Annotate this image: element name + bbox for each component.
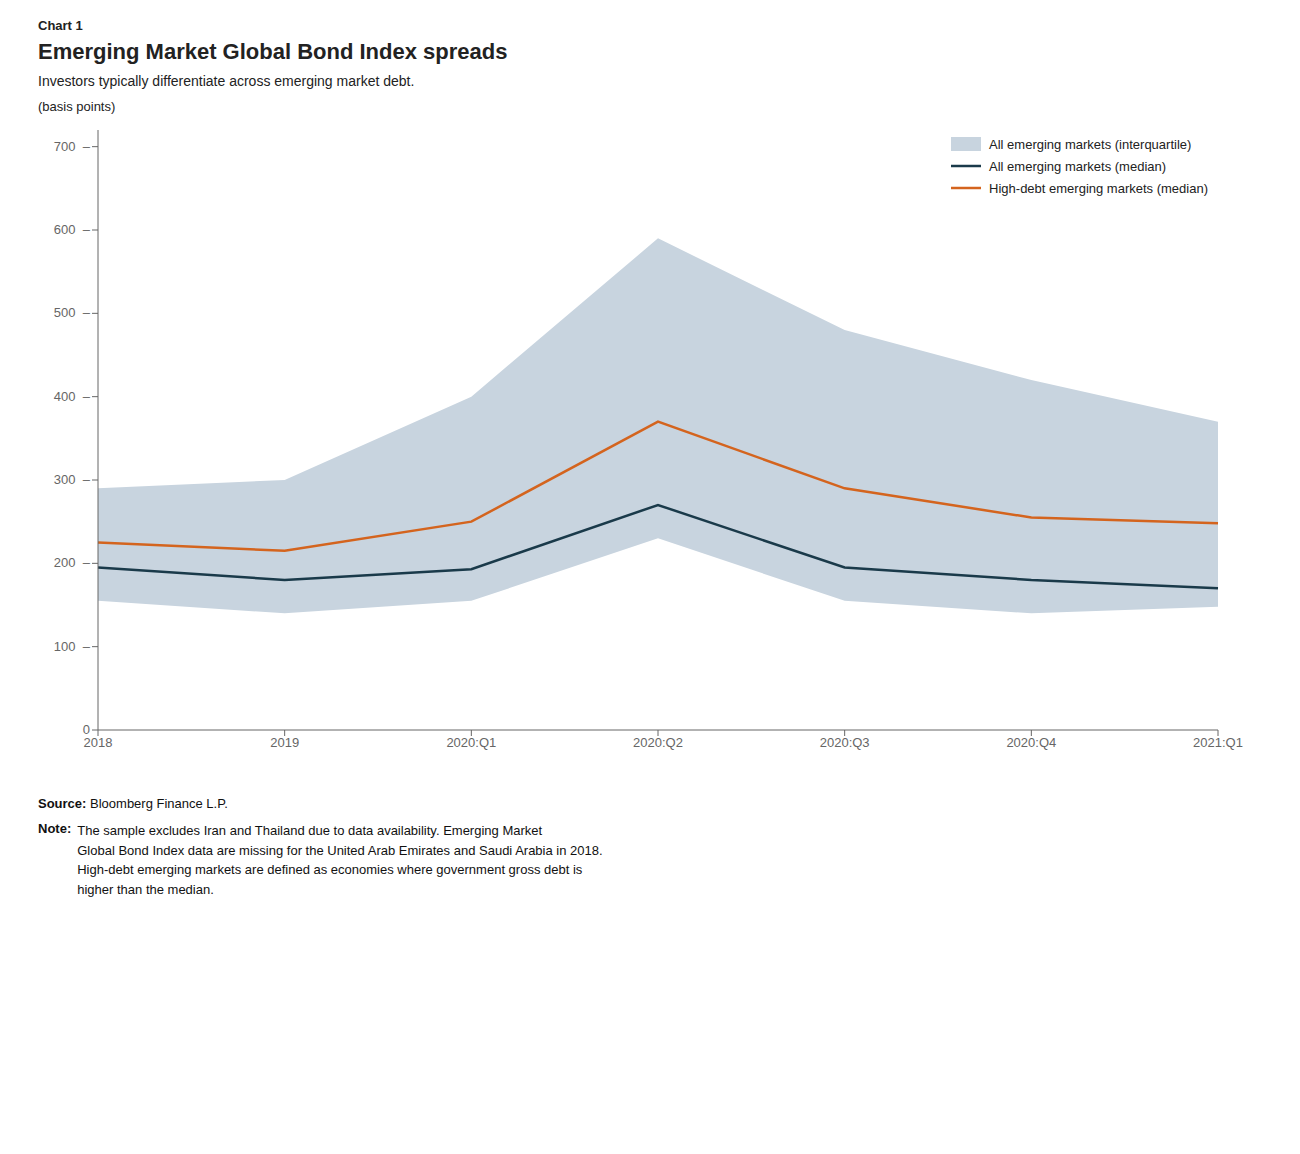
svg-text:600 –: 600 – [54,222,91,237]
svg-text:2019: 2019 [270,735,299,750]
svg-text:500 –: 500 – [54,305,91,320]
html-text:Source: Bloomberg Finance L.P.: Source: Bloomberg Finance L.P. [38,796,228,811]
html-text:Note: The sample excludes Iran: Note: The sample excludes Iran and Thail… [38,821,603,897]
html-text:(basis points): (basis points) [38,99,116,114]
svg-text:2021:Q1: 2021:Q1 [1193,735,1243,750]
html-text:High-debt emerging markets (me: High-debt emerging markets (median) [989,180,1208,196]
svg-text:700 –: 700 – [54,139,91,154]
svg-text:2020:Q4: 2020:Q4 [1006,735,1056,750]
html-text:All emerging markets (interqua: All emerging markets (interquartile) [989,136,1192,152]
html-text:Investors typically differenti: Investors typically differentiate across… [38,73,415,89]
html-text:Chart 1: Chart 1 [38,18,83,33]
svg-text:2020:Q2: 2020:Q2 [633,735,683,750]
html-text:Emerging Market Global Bond In: Emerging Market Global Bond Index spread… [38,39,508,64]
svg-text:2020:Q1: 2020:Q1 [446,735,496,750]
svg-text:200 –: 200 – [54,555,91,570]
svg-text:400 –: 400 – [54,389,91,404]
svg-text:2020:Q3: 2020:Q3 [820,735,870,750]
svg-text:2018: 2018 [84,735,113,750]
svg-text:100 –: 100 – [54,639,91,654]
html-text:All emerging markets (median): All emerging markets (median) [989,158,1167,174]
svg-text:0: 0 [83,722,90,737]
svg-text:300 –: 300 – [54,472,91,487]
